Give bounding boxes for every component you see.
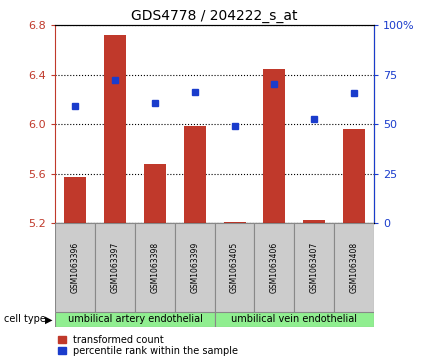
Bar <box>343 129 365 223</box>
Title: GDS4778 / 204222_s_at: GDS4778 / 204222_s_at <box>131 9 298 23</box>
Text: cell type: cell type <box>4 314 46 325</box>
Text: GSM1063398: GSM1063398 <box>150 242 159 293</box>
Legend: transformed count, percentile rank within the sample: transformed count, percentile rank withi… <box>56 333 240 358</box>
Bar <box>215 312 374 327</box>
Bar <box>255 223 294 312</box>
Bar <box>95 223 135 312</box>
Bar <box>294 223 334 312</box>
Bar <box>224 222 246 223</box>
Bar <box>184 126 206 223</box>
Bar <box>144 164 166 223</box>
Text: GSM1063408: GSM1063408 <box>350 242 359 293</box>
Bar <box>215 223 255 312</box>
Bar <box>55 223 95 312</box>
Text: umbilical artery endothelial: umbilical artery endothelial <box>68 314 202 325</box>
Bar <box>264 69 285 223</box>
Bar <box>175 223 215 312</box>
Text: GSM1063406: GSM1063406 <box>270 242 279 293</box>
Text: GSM1063399: GSM1063399 <box>190 242 199 293</box>
Bar <box>104 35 126 223</box>
Bar <box>135 223 175 312</box>
Text: GSM1063396: GSM1063396 <box>71 242 79 293</box>
Text: umbilical vein endothelial: umbilical vein endothelial <box>231 314 357 325</box>
Bar <box>55 312 215 327</box>
Text: GSM1063397: GSM1063397 <box>110 242 119 293</box>
Bar <box>334 223 374 312</box>
Text: ▶: ▶ <box>45 314 52 325</box>
Bar <box>64 178 86 223</box>
Bar <box>303 220 325 223</box>
Text: GSM1063407: GSM1063407 <box>310 242 319 293</box>
Text: GSM1063405: GSM1063405 <box>230 242 239 293</box>
